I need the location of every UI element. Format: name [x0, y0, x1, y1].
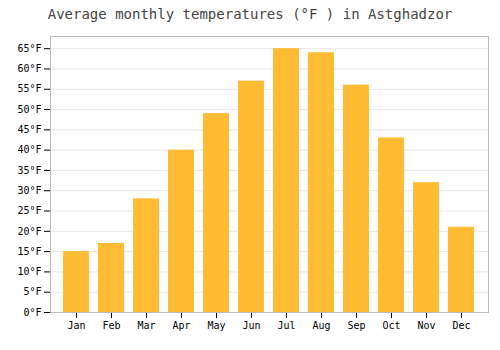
- svg-text:Feb: Feb: [102, 320, 120, 331]
- svg-text:Oct: Oct: [382, 320, 400, 331]
- svg-text:Aug: Aug: [312, 320, 330, 331]
- svg-text:65°F: 65°F: [17, 43, 41, 54]
- svg-text:35°F: 35°F: [17, 165, 41, 176]
- html-text:Average monthly temperatures (: Average monthly temperatures (°F ) in As…: [47, 6, 453, 22]
- svg-text:20°F: 20°F: [17, 226, 41, 237]
- svg-text:Sep: Sep: [347, 320, 365, 331]
- svg-text:Jun: Jun: [242, 320, 260, 331]
- svg-text:45°F: 45°F: [17, 124, 41, 135]
- svg-text:55°F: 55°F: [17, 83, 41, 94]
- svg-text:15°F: 15°F: [17, 246, 41, 257]
- svg-text:50°F: 50°F: [17, 104, 41, 115]
- svg-text:30°F: 30°F: [17, 185, 41, 196]
- svg-text:60°F: 60°F: [17, 63, 41, 74]
- svg-text:Jul: Jul: [277, 320, 295, 331]
- svg-text:Apr: Apr: [172, 320, 190, 331]
- svg-text:Mar: Mar: [137, 320, 155, 331]
- svg-text:Dec: Dec: [452, 320, 470, 331]
- svg-text:0°F: 0°F: [23, 307, 41, 318]
- svg-text:10°F: 10°F: [17, 266, 41, 277]
- svg-text:40°F: 40°F: [17, 144, 41, 155]
- svg-text:Nov: Nov: [417, 320, 435, 331]
- svg-text:5°F: 5°F: [23, 286, 41, 297]
- svg-text:25°F: 25°F: [17, 205, 41, 216]
- svg-text:May: May: [207, 320, 225, 331]
- svg-text:Jan: Jan: [67, 320, 85, 331]
